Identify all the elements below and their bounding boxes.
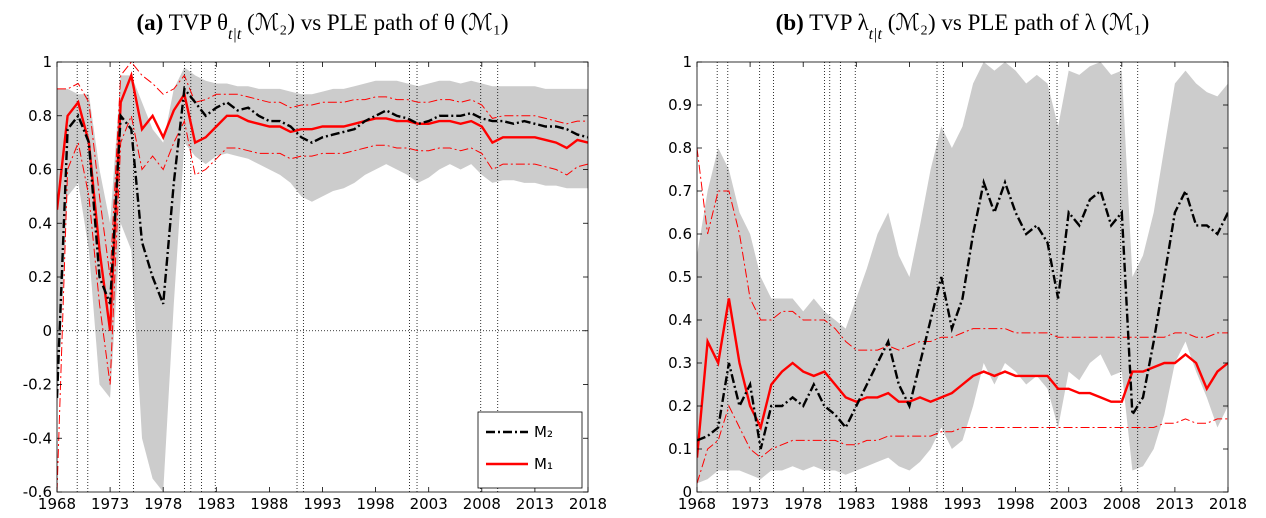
band-area (697, 62, 1228, 484)
x-tick-label: 2018 (569, 495, 607, 513)
legend-label: M₁ (534, 455, 553, 473)
y-tick-label: 0.8 (668, 139, 692, 157)
band-line (57, 62, 588, 278)
title-part: (b) (776, 10, 804, 35)
y-tick-label: 0.6 (668, 225, 692, 243)
x-tick-label: 1993 (303, 495, 341, 513)
title-part: (ℳ₂) vs PLE path of λ (ℳ₁) (882, 10, 1149, 35)
y-tick-label: 0 (42, 322, 52, 340)
x-tick-label: 1978 (144, 495, 182, 513)
x-tick-label: 1978 (784, 495, 822, 513)
x-tick-label: 2003 (1050, 495, 1088, 513)
x-tick-label: 2008 (1103, 495, 1141, 513)
y-tick-label: 1 (42, 53, 52, 71)
band-line (697, 404, 1228, 484)
chart-title: (b) TVP λt|t (ℳ₂) vs PLE path of λ (ℳ₁) (776, 10, 1150, 43)
title-part: TVP θ (163, 10, 228, 35)
title-part: TVP λ (804, 10, 870, 35)
plot-area (57, 62, 588, 492)
series-line (57, 71, 588, 331)
y-tick-label: -0.2 (23, 376, 52, 394)
x-tick-label: 1968 (38, 495, 76, 513)
x-tick-label: 2018 (1209, 495, 1247, 513)
y-tick-label: 0.9 (668, 96, 692, 114)
x-tick-label: 1993 (943, 495, 981, 513)
y-tick-label: 1 (682, 53, 692, 71)
plot-area (697, 62, 1228, 492)
title-part: (ℳ₂) vs PLE path of θ (ℳ₁) (241, 10, 508, 35)
y-tick-label: -0.4 (23, 429, 52, 447)
series-line (57, 85, 588, 398)
y-tick-label: -0.6 (23, 483, 52, 501)
x-tick-label: 2008 (463, 495, 501, 513)
y-tick-label: 0.4 (28, 214, 52, 232)
x-tick-label: 1968 (678, 495, 716, 513)
x-tick-label: 2013 (516, 495, 554, 513)
legend-label: M₂ (534, 423, 553, 441)
y-tick-label: 0.8 (28, 107, 52, 125)
y-tick-label: 0.4 (668, 311, 692, 329)
band-line (697, 147, 1228, 351)
title-part: t|t (228, 26, 242, 43)
y-tick-label: 0.5 (668, 268, 692, 286)
x-tick-label: 1983 (197, 495, 235, 513)
series-line (697, 177, 1228, 450)
y-tick-label: 0.3 (668, 354, 692, 372)
x-tick-label: 1988 (890, 495, 928, 513)
chart-title: (a) TVP θt|t (ℳ₂) vs PLE path of θ (ℳ₁) (136, 10, 508, 43)
x-tick-label: 1998 (997, 495, 1035, 513)
y-tick-label: 0 (682, 483, 692, 501)
title-part: t|t (869, 26, 883, 43)
y-tick-label: 0.6 (28, 161, 52, 179)
x-tick-label: 1998 (357, 495, 395, 513)
series-line (697, 298, 1228, 458)
y-tick-label: 0.2 (668, 397, 692, 415)
title-part: (a) (136, 10, 163, 35)
x-tick-label: 1983 (837, 495, 875, 513)
x-tick-label: 1988 (250, 495, 288, 513)
y-tick-label: 0.1 (668, 440, 692, 458)
x-tick-label: 1973 (91, 495, 129, 513)
x-tick-label: 2003 (410, 495, 448, 513)
x-tick-label: 1973 (731, 495, 769, 513)
y-tick-label: 0.2 (28, 268, 52, 286)
band-line (57, 114, 588, 492)
x-tick-label: 2013 (1156, 495, 1194, 513)
y-tick-label: 0.7 (668, 182, 692, 200)
band-area (57, 67, 588, 492)
legend-box (477, 411, 583, 489)
